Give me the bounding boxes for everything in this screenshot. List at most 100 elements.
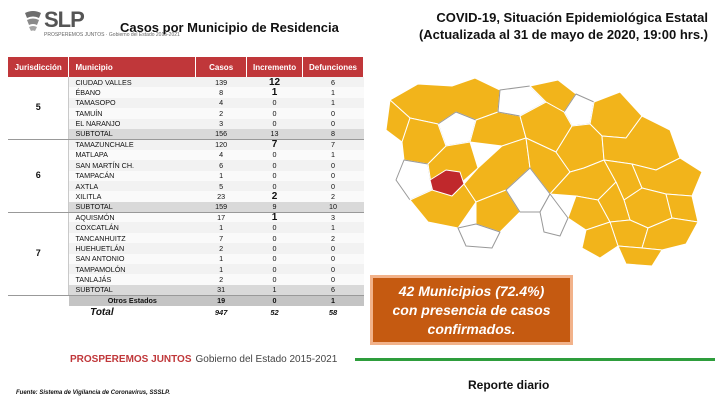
daily-report-label: Reporte diario — [468, 378, 550, 392]
incremento-cell: 2 — [246, 191, 303, 202]
casos-cell: 6 — [195, 160, 247, 171]
municipio-cell: ÉBANO — [68, 87, 196, 98]
defunciones-cell: 1 — [302, 87, 364, 98]
incremento-cell: 7 — [246, 139, 303, 150]
table-row: HUEHUETLÁN 2 0 0 — [8, 243, 364, 254]
incremento-cell: 12 — [246, 77, 303, 88]
table-row: AXTLA 5 0 0 — [8, 180, 364, 192]
blank-cell — [8, 295, 69, 306]
subtotal-value: 1 — [246, 284, 303, 296]
municipio-cell: TAMASOPO — [68, 97, 196, 109]
table-row: XILITLA 23 2 2 — [8, 191, 364, 202]
map-region-huasteca-12 — [581, 221, 619, 259]
report-title: COVID-19, Situación Epidemiológica Estat… — [436, 10, 708, 25]
municipio-cell: COXCATLÁN — [68, 222, 196, 233]
incremento-cell: 0 — [246, 222, 303, 233]
table-row: SAN MARTÍN CH. 6 0 0 — [8, 160, 364, 171]
otros-estados-row: Otros Estados 19 0 1 — [8, 295, 364, 306]
map-region-huasteca-13 — [617, 245, 663, 267]
municipio-cell: HUEHUETLÁN — [68, 243, 196, 254]
incremento-cell: 0 — [246, 253, 303, 265]
municipio-cell: EL NARANJO — [68, 118, 196, 129]
casos-cell: 1 — [195, 222, 247, 233]
municipio-cell: AQUISMÓN — [68, 212, 196, 223]
municipio-cell: TAMAZUNCHALE — [68, 139, 196, 150]
incremento-cell: 0 — [246, 160, 303, 171]
municipios-callout: 42 Municipios (72.4%) con presencia de c… — [370, 275, 573, 345]
incremento-cell: 0 — [246, 264, 303, 275]
incremento-cell: 0 — [246, 243, 303, 254]
subtotal-value: 6 — [302, 284, 364, 296]
incremento-cell: 0 — [246, 108, 303, 119]
otros-label: Otros Estados — [68, 295, 196, 306]
casos-cell: 23 — [195, 191, 247, 202]
municipio-cell: SAN MARTÍN CH. — [68, 160, 196, 171]
table-row: TAMUÍN 2 0 0 — [8, 108, 364, 119]
defunciones-cell: 0 — [302, 170, 364, 181]
map-region-white-7 — [539, 193, 569, 237]
subtotal-value: 31 — [195, 284, 247, 296]
casos-cell: 7 — [195, 232, 247, 244]
subtotal-value: 156 — [195, 128, 247, 140]
state-map — [385, 77, 703, 267]
table-row: TAMPAMOLÓN 1 0 0 — [8, 264, 364, 275]
otros-value: 1 — [302, 295, 364, 306]
casos-cell: 8 — [195, 87, 247, 98]
table-header-row: Jurisdicción Municipio Casos Incremento … — [8, 57, 364, 77]
source-note: Fuente: Sistema de Vigilancia de Coronav… — [16, 390, 171, 396]
defunciones-cell: 2 — [302, 191, 364, 202]
jurisdiccion-cell: 7 — [8, 212, 70, 296]
total-value: 947 — [214, 307, 228, 317]
brand-slogan: PROSPEREMOS JUNTOS — [70, 354, 192, 365]
subtotal-value: 159 — [195, 201, 247, 213]
callout-line-2: con presencia de casos — [392, 302, 551, 318]
municipio-cell: TAMUÍN — [68, 108, 196, 119]
table-row: SAN ANTONIO 1 0 0 — [8, 253, 364, 265]
casos-cell: 2 — [195, 243, 247, 254]
otros-value: 19 — [195, 295, 247, 306]
incremento-cell: 0 — [246, 118, 303, 129]
municipio-cell: MATLAPA — [68, 149, 196, 161]
cases-table: Jurisdicción Municipio Casos Incremento … — [8, 57, 364, 319]
defunciones-cell: 0 — [302, 180, 364, 192]
casos-cell: 1 — [195, 264, 247, 275]
total-value: 52 — [270, 307, 279, 317]
incremento-cell: 0 — [246, 274, 303, 285]
defunciones-cell: 2 — [302, 232, 364, 244]
defunciones-cell: 0 — [302, 160, 364, 171]
report-date: (Actualizada al 31 de mayo de 2020, 19:0… — [418, 27, 708, 42]
slp-logo: SLP PROSPEREMOS JUNTOS · Gobierno del Es… — [22, 7, 180, 41]
defunciones-cell: 3 — [302, 212, 364, 223]
table-body: 5 CIUDAD VALLES 139 12 6 ÉBANO 8 1 1 TAMASOPO 4 0 1 T… — [8, 77, 364, 319]
incremento-cell: 0 — [246, 97, 303, 109]
table-row: TANCANHUITZ 7 0 2 — [8, 232, 364, 244]
defunciones-cell: 0 — [302, 108, 364, 119]
header-defunciones: Defunciones — [302, 57, 364, 77]
defunciones-cell: 0 — [302, 264, 364, 275]
incremento-cell: 0 — [246, 232, 303, 244]
defunciones-cell: 6 — [302, 77, 364, 88]
subtotal-row: SUBTOTAL 31 1 6 — [8, 284, 364, 296]
defunciones-cell: 0 — [302, 243, 364, 254]
table-row: TAMASOPO 4 0 1 — [8, 97, 364, 109]
jurisdiccion-cell: 5 — [8, 77, 70, 140]
municipio-cell: SAN ANTONIO — [68, 253, 196, 265]
casos-cell: 3 — [195, 118, 247, 129]
casos-cell: 120 — [195, 139, 247, 150]
slp-logo-icon — [25, 11, 41, 31]
casos-cell: 4 — [195, 149, 247, 161]
casos-cell: 2 — [195, 274, 247, 285]
table-row: ÉBANO 8 1 1 — [8, 87, 364, 98]
subtotal-value: 10 — [302, 201, 364, 213]
header-casos: Casos — [195, 57, 248, 77]
defunciones-cell: 1 — [302, 97, 364, 109]
subtotal-value: 8 — [302, 128, 364, 140]
subtotal-label: SUBTOTAL — [68, 284, 196, 296]
municipio-cell: CIUDAD VALLES — [68, 77, 196, 88]
subtotal-label: SUBTOTAL — [68, 128, 196, 140]
jurisdiccion-cell: 6 — [8, 139, 70, 213]
header-municipio: Municipio — [68, 57, 197, 77]
header-incremento: Incremento — [246, 57, 304, 77]
municipio-cell: TAMPACÁN — [68, 170, 196, 181]
table-row: 7 AQUISMÓN 17 1 3 — [8, 212, 364, 296]
